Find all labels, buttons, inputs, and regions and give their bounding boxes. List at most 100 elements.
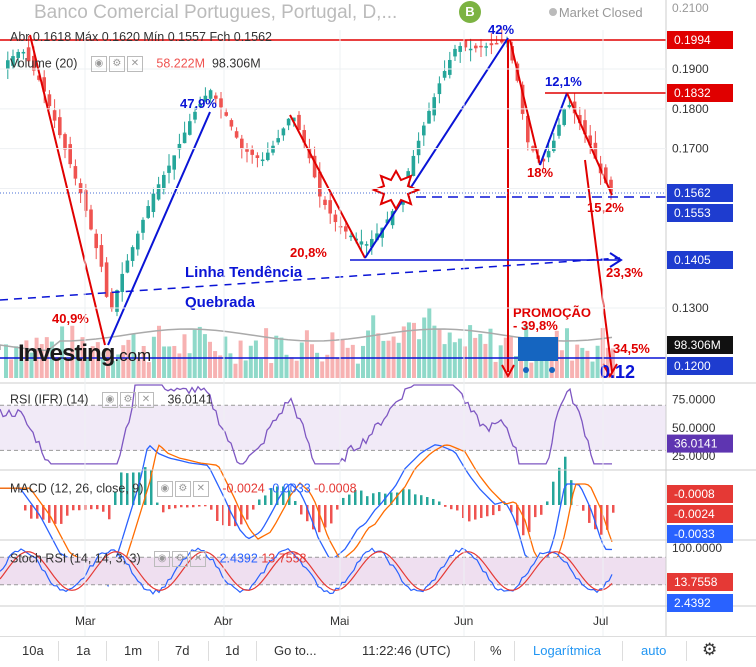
volume-bar xyxy=(570,361,574,378)
volume-bar xyxy=(213,351,217,378)
range-7d-button[interactable]: 7d xyxy=(175,643,189,658)
range-1m-button[interactable]: 1m xyxy=(124,643,142,658)
macd-tools: ◉⚙✕ xyxy=(157,481,211,497)
macd-tag-label: -0.0024 xyxy=(674,507,715,521)
stoch-tag-label: 2.4392 xyxy=(674,596,711,610)
candle-body xyxy=(427,111,431,124)
volume-bar xyxy=(330,332,334,378)
title-bar: Banco Comercial Portugues, Portugal, D,.… xyxy=(0,0,660,26)
volume-bar xyxy=(346,348,350,378)
volume-bar xyxy=(438,329,442,378)
macd-histogram-bar xyxy=(300,505,303,514)
candle-body xyxy=(105,262,109,296)
candle-body xyxy=(141,220,145,233)
volume-bar xyxy=(162,346,166,378)
close-icon[interactable]: ✕ xyxy=(190,551,206,567)
candle-body xyxy=(224,112,228,116)
chart-canvas[interactable]: 47,9%42%12,1%18%15,2%20,8%23,3%40,9%PROM… xyxy=(0,0,756,636)
range-1y-button[interactable]: 1a xyxy=(76,643,90,658)
candle-body xyxy=(458,46,462,52)
gear-icon[interactable]: ⚙ xyxy=(172,551,188,567)
close-icon[interactable]: ✕ xyxy=(138,392,154,408)
macd-histogram-bar xyxy=(24,505,27,510)
breakout-star-icon xyxy=(374,171,418,209)
macd-histogram-bar xyxy=(192,505,195,507)
divider xyxy=(256,641,257,661)
volume-bar xyxy=(448,333,452,378)
macd-histogram-bar xyxy=(426,497,429,505)
close-icon[interactable]: ✕ xyxy=(193,481,209,497)
auto-scale-toggle[interactable]: auto xyxy=(641,643,666,658)
gear-icon[interactable]: ⚙ xyxy=(175,481,191,497)
percent-toggle[interactable]: % xyxy=(490,643,502,658)
eye-icon[interactable]: ◉ xyxy=(157,481,173,497)
macd-histogram-bar xyxy=(456,505,459,510)
macd-value-2: -0.0033 xyxy=(268,481,310,495)
gear-icon[interactable]: ⚙ xyxy=(109,56,125,72)
macd-histogram-bar xyxy=(534,505,537,517)
price-tick-label: 0.1300 xyxy=(672,301,709,315)
candle-body xyxy=(193,112,197,120)
macd-histogram-bar xyxy=(90,505,93,509)
volume-bar xyxy=(9,359,13,378)
macd-histogram-bar xyxy=(60,505,63,524)
candle-body xyxy=(334,215,338,223)
log-scale-toggle[interactable]: Logarítmica xyxy=(533,643,601,658)
volume-bar xyxy=(157,326,161,378)
go-to-button[interactable]: Go to... xyxy=(274,643,317,658)
volume-bar xyxy=(228,353,232,378)
trend-line xyxy=(30,35,105,345)
macd-histogram-bar xyxy=(180,505,183,507)
candle-body xyxy=(63,134,67,150)
macd-histogram-bar xyxy=(450,505,453,509)
eye-icon[interactable]: ◉ xyxy=(102,392,118,408)
gear-icon[interactable]: ⚙ xyxy=(702,640,717,660)
divider xyxy=(474,641,475,661)
macd-tag-label: -0.0008 xyxy=(674,487,715,501)
volume-bar xyxy=(198,327,202,378)
volume-bar xyxy=(315,353,319,378)
rsi-tick-label: 75.0000 xyxy=(672,393,716,407)
macd-histogram-bar xyxy=(156,503,159,505)
macd-histogram-bar xyxy=(468,505,471,521)
volume-bar xyxy=(427,308,431,378)
range-1d-button[interactable]: 1d xyxy=(225,643,239,658)
bottom-toolbar: 10a 1a 1m 7d 1d Go to... 11:22:46 (UTC) … xyxy=(0,636,756,667)
eye-icon[interactable]: ◉ xyxy=(154,551,170,567)
candle-body xyxy=(157,184,161,199)
volume-bar xyxy=(468,325,472,378)
divider xyxy=(686,641,687,661)
stoch-label: Stoch RSI (14, 14, 3, 3) xyxy=(10,551,141,565)
volume-value: 98.306M xyxy=(212,56,261,70)
annotation-text: 0.12 xyxy=(600,362,635,382)
b-badge[interactable]: B xyxy=(459,1,481,23)
candle-body xyxy=(469,49,473,51)
macd-histogram-bar xyxy=(492,505,495,515)
candle-body xyxy=(365,244,369,246)
volume-bar xyxy=(290,357,294,378)
price-tag-label: 0.1832 xyxy=(674,86,711,100)
volume-bar xyxy=(565,328,569,378)
macd-histogram-bar xyxy=(252,505,255,510)
macd-histogram-bar xyxy=(108,505,111,519)
chart-title: Banco Comercial Portugues, Portugal, D,.… xyxy=(34,2,397,24)
volume-bar xyxy=(483,344,487,378)
volume-bar xyxy=(336,357,340,378)
candle-body xyxy=(68,144,72,164)
candle-body xyxy=(282,128,286,135)
volume-bar xyxy=(193,330,197,378)
volume-bar xyxy=(295,361,299,378)
candle-body xyxy=(271,146,275,153)
volume-bar xyxy=(529,363,533,378)
volume-bar xyxy=(177,353,181,378)
candle-body xyxy=(115,290,119,312)
macd-histogram-bar xyxy=(216,505,219,521)
price-tick-label: 0.1800 xyxy=(672,102,709,116)
gear-icon[interactable]: ⚙ xyxy=(120,392,136,408)
range-10y-button[interactable]: 10a xyxy=(22,643,44,658)
close-icon[interactable]: ✕ xyxy=(127,56,143,72)
macd-histogram-bar xyxy=(528,505,531,532)
volume-bar xyxy=(489,329,493,378)
eye-icon[interactable]: ◉ xyxy=(91,56,107,72)
volume-bar xyxy=(371,315,375,378)
